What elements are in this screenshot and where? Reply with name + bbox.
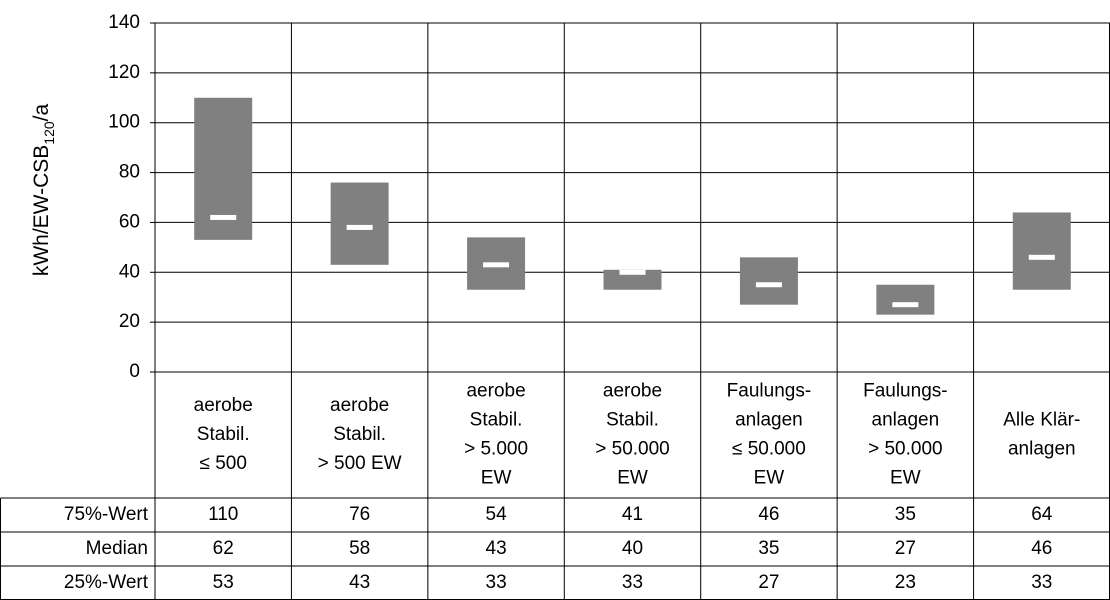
- table-row-label: Median: [86, 538, 148, 559]
- table-cell: 76: [349, 504, 370, 525]
- x-tick-label: aerobe: [603, 381, 662, 402]
- median-mark: [210, 214, 237, 220]
- y-axis-label: kWh/EW-CSB120/a: [30, 104, 57, 277]
- y-tick-label: 80: [119, 162, 140, 183]
- median-mark: [755, 282, 782, 288]
- range-bar: [603, 269, 662, 290]
- range-bar: [739, 257, 798, 305]
- table-cell: 35: [895, 504, 916, 525]
- y-tick-label: 40: [119, 261, 140, 282]
- x-tick-label: anlagen: [872, 410, 940, 431]
- range-bar: [876, 284, 935, 315]
- x-tick-label: EW: [890, 468, 921, 489]
- x-tick-label: anlagen: [735, 410, 803, 431]
- table-cell: 27: [895, 538, 916, 559]
- y-tick-label: 140: [108, 12, 140, 33]
- table-cell: 46: [758, 504, 779, 525]
- x-tick-label: EW: [481, 468, 512, 489]
- table-cell: 58: [349, 538, 370, 559]
- y-tick-label: 60: [119, 211, 140, 232]
- table-cell: 33: [1031, 572, 1052, 593]
- median-mark: [483, 262, 510, 268]
- table-cell: 35: [758, 538, 779, 559]
- table-cell: 43: [486, 538, 507, 559]
- range-bar: [330, 182, 389, 265]
- x-tick-label: aerobe: [330, 395, 389, 416]
- x-tick-label: > 50.000: [595, 439, 670, 460]
- x-tick-label: > 500 EW: [318, 453, 402, 474]
- table-row-label: 75%-Wert: [64, 504, 149, 525]
- x-tick-label: > 50.000: [868, 439, 943, 460]
- x-tick-label: Faulungs-: [863, 381, 948, 402]
- x-tick-label: Stabil.: [197, 424, 250, 445]
- y-tick-label: 120: [108, 62, 140, 83]
- x-tick-label: aerobe: [466, 381, 525, 402]
- table-row-label: 25%-Wert: [64, 572, 149, 593]
- table-cell: 64: [1031, 504, 1053, 525]
- x-tick-label: Stabil.: [606, 410, 659, 431]
- x-tick-label: Alle Klär-: [1003, 410, 1080, 431]
- y-axis-label-suffix: /a: [30, 104, 53, 122]
- median-mark: [1028, 254, 1055, 260]
- table-cell: 40: [622, 538, 643, 559]
- x-tick-label: Stabil.: [333, 424, 386, 445]
- y-tick-label: 0: [129, 361, 140, 382]
- table-cell: 53: [213, 572, 234, 593]
- x-tick-label: EW: [754, 468, 785, 489]
- median-mark: [346, 224, 373, 230]
- y-tick-label: 20: [119, 311, 140, 332]
- x-tick-label: aerobe: [194, 395, 253, 416]
- table-cell: 54: [486, 504, 508, 525]
- table-cell: 43: [349, 572, 370, 593]
- range-bar: [1012, 212, 1071, 290]
- x-tick-label: ≤ 50.000: [732, 439, 806, 460]
- table-cell: 110: [208, 504, 238, 525]
- y-tick-label: 100: [108, 112, 140, 133]
- x-tick-label: Stabil.: [470, 410, 523, 431]
- table-cell: 33: [486, 572, 507, 593]
- table-cell: 23: [895, 572, 916, 593]
- x-tick-label: Faulungs-: [727, 381, 812, 402]
- median-mark: [892, 302, 919, 308]
- x-tick-label: EW: [617, 468, 648, 489]
- x-tick-label: > 5.000: [464, 439, 528, 460]
- y-axis-label-sub: 120: [41, 121, 57, 145]
- table-cell: 33: [622, 572, 643, 593]
- table-cell: 62: [213, 538, 234, 559]
- median-mark: [619, 269, 646, 275]
- table-cell: 41: [622, 504, 643, 525]
- x-tick-label: anlagen: [1008, 439, 1076, 460]
- table-cell: 27: [758, 572, 779, 593]
- x-tick-label: ≤ 500: [200, 453, 247, 474]
- table-cell: 46: [1031, 538, 1052, 559]
- y-axis-label-main: kWh/EW-CSB: [30, 145, 53, 276]
